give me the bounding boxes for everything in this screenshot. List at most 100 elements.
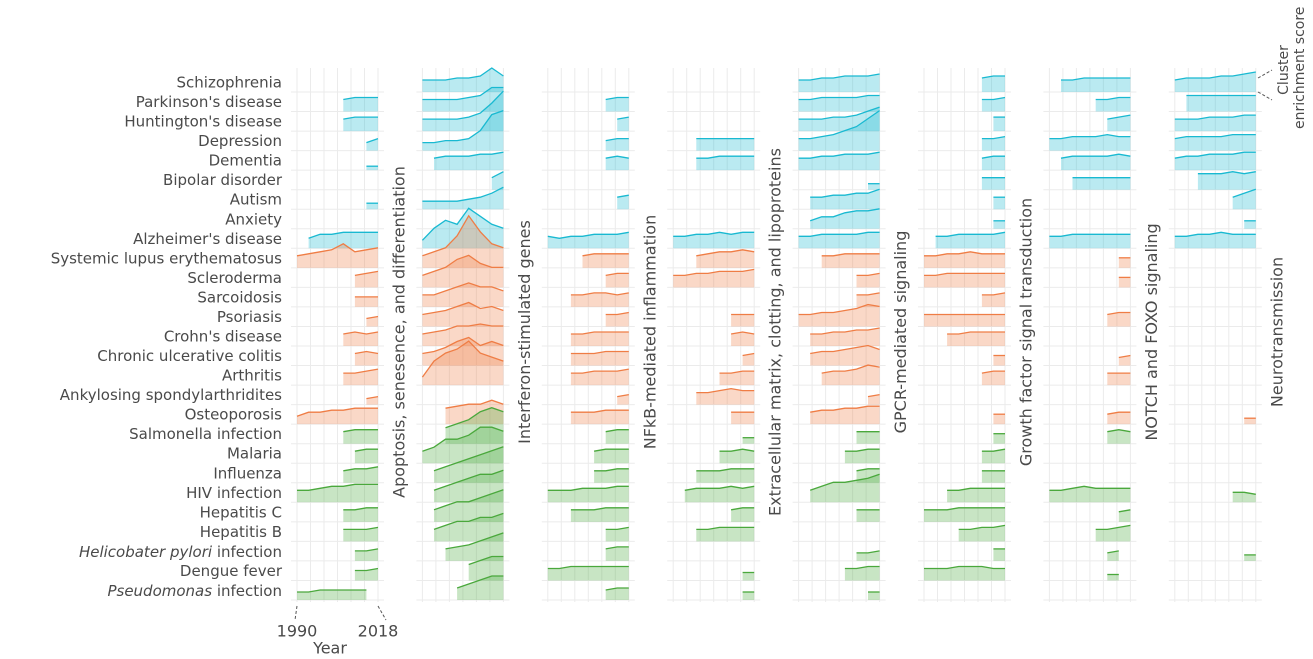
ridge-area [1095,97,1131,112]
ridge-area [742,353,755,366]
ridge-area [343,97,378,112]
ridge-area [605,588,629,600]
ridge-area [719,371,755,386]
ridge-line [1107,550,1119,554]
ridge-area [935,232,1005,249]
ridge-line [605,272,629,277]
x-tick-label: 1990 [277,622,318,641]
ridge-area [810,189,880,210]
ridge-line [810,188,880,198]
ridge-area [343,369,378,386]
ridge-area [844,566,880,581]
ridge-area [1174,72,1256,92]
ridge-line [1095,96,1131,101]
ridge-area [696,156,755,171]
row-label: Alzheimer's disease [133,230,282,248]
ridge-line [570,507,629,511]
ridge-area [1174,134,1256,151]
ridge-area [798,152,880,171]
ridge-line [422,90,504,120]
row-label-italic: Helicobater pylori [79,542,213,560]
ridge-area [993,355,1005,366]
ridge-line [617,116,629,120]
ridge-line [433,151,504,159]
row-label-text: infection [212,582,282,600]
ridge-line [570,409,629,413]
ridge-line [354,567,379,572]
ridge-area [1174,115,1256,132]
ridge-line [605,155,629,159]
ridge-area [993,197,1005,210]
ridge-line [924,272,1005,277]
ridge-line [422,109,504,144]
ridge-line [1107,411,1131,415]
ridge-area [343,332,378,346]
ridge-line [547,485,629,491]
ridge-line [343,466,379,472]
ridge-line [809,208,880,222]
ridge-area [594,468,629,483]
panel-title: Growth factor signal transduction [1017,198,1036,466]
ridge-area [798,232,880,249]
ridge-area [1072,177,1131,190]
row-label: Huntington's disease [124,113,282,131]
ridge-area [856,509,880,522]
ridge-area [696,527,755,542]
panel-title: Neurotransmission [1267,257,1286,407]
ridges [296,67,1257,600]
row-label: Arthritis [222,367,282,385]
ridge-area [297,484,378,503]
ridge-line [422,86,504,101]
ridge-area [981,136,1005,151]
ridge-area [1118,257,1131,268]
ridge-line [422,301,504,316]
ridge-line [856,292,880,296]
panel-title: NFkB-mediated inflammation [640,215,659,449]
ridge-line [1232,491,1256,495]
ridge-area [1197,171,1256,190]
ridge-area [719,449,755,464]
ridge-area [731,332,755,346]
ridge-area [856,273,880,288]
ridge-area [1174,152,1256,171]
ridge-line [296,407,378,417]
ridge-area [981,156,1005,171]
ridge-area [308,232,378,249]
ridge-area [673,232,755,249]
ridge-area [1174,232,1256,249]
ridge-line [844,565,880,570]
ridge-area [993,117,1005,132]
ridge-area [1107,373,1131,386]
ridge-area [617,117,629,132]
ridge-area [354,568,378,581]
ridge-area [981,76,1005,92]
ridge-area [1244,418,1256,425]
ridge-line [594,468,629,472]
ridge-line [570,331,629,335]
ridge-area [1186,95,1256,112]
ridge-line [491,171,504,179]
panel-title: Apoptosis, senesence, and differentiatio… [390,166,409,498]
ridge-area [570,507,629,522]
ridge-area [981,449,1005,464]
ridge-line [343,526,379,531]
ridge-area [924,566,1005,581]
ridge-line [924,565,1005,570]
ridge-area [1107,550,1119,561]
ridge-line [422,67,504,81]
ridge-area [731,412,755,425]
ridge-line [1107,114,1131,120]
ridge-line [981,155,1005,159]
ridge-line [297,483,378,491]
row-label: Ankylosing spondylarthridites [60,386,282,404]
ridge-area [868,394,880,405]
x-tick [294,605,298,621]
ridge-area [605,273,629,288]
ridge-line [354,448,378,452]
row-label: Scleroderma [187,269,282,287]
ridge-area [343,507,378,522]
ridge-line [742,352,755,357]
ridge-area [821,253,880,268]
ridge-area [731,507,755,522]
legend-bracket [1257,91,1273,101]
